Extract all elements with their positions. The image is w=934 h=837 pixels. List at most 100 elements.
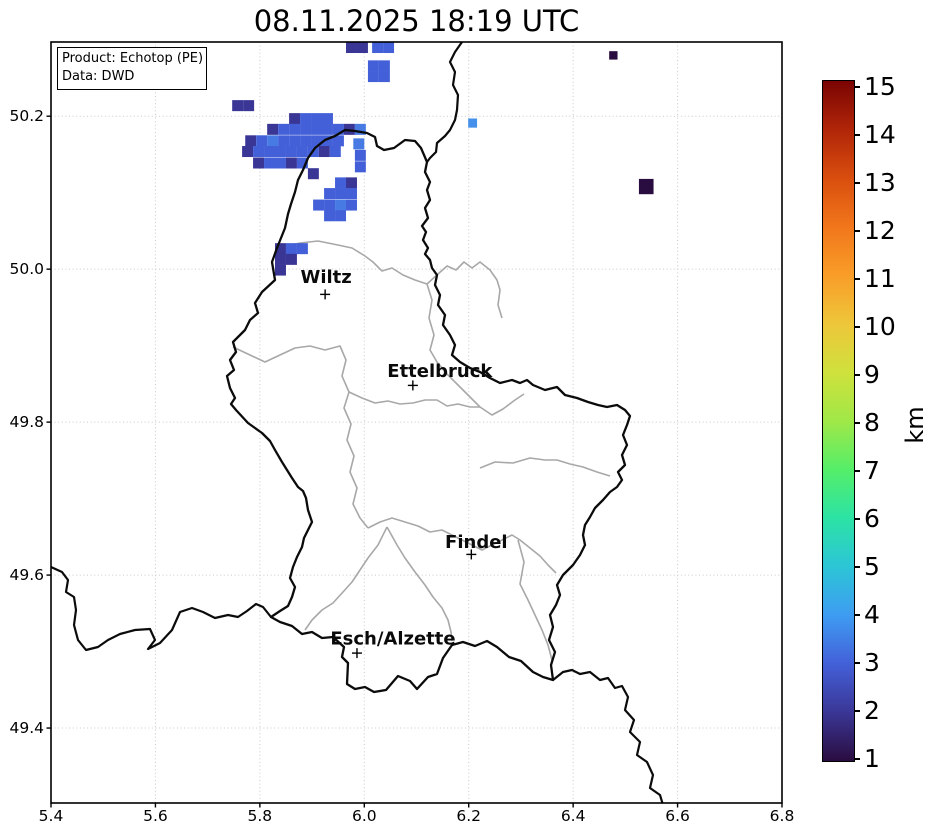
radar-cell — [335, 199, 347, 211]
canton-border — [304, 526, 388, 631]
radar-cell — [285, 253, 297, 265]
radar-cell — [274, 253, 286, 265]
radar-cell — [324, 199, 336, 211]
radar-cell — [332, 135, 344, 147]
radar-cell — [324, 188, 336, 200]
radar-cell — [346, 188, 357, 200]
radar-cell — [353, 138, 365, 150]
radar-cell — [285, 243, 297, 255]
x-tick-label: 6.2 — [456, 807, 482, 825]
colorbar-tick-mark — [855, 278, 860, 280]
radar-cell — [267, 135, 279, 147]
city-label: Esch/Alzette — [330, 629, 455, 650]
luxembourg — [225, 128, 632, 694]
radar-cell — [609, 51, 618, 60]
radar-cell — [638, 178, 654, 195]
radar-cell — [367, 60, 379, 72]
border-north-be-de — [425, 42, 464, 164]
radar-cell — [300, 113, 312, 125]
radar-cell — [311, 135, 322, 147]
radar-cell — [311, 113, 322, 125]
radar-cell — [468, 118, 478, 128]
radar-cell — [296, 146, 308, 158]
canton-border — [386, 526, 453, 642]
colorbar-tick-mark — [855, 182, 860, 184]
colorbar-tick-label: 7 — [864, 456, 880, 485]
colorbar-tick-label: 11 — [864, 264, 896, 293]
figure-title: 08.11.2025 18:19 UTC — [253, 4, 580, 38]
city-label: Ettelbruck — [387, 361, 493, 382]
colorbar-tick-label: 2 — [864, 696, 880, 725]
radar-cell — [289, 123, 301, 135]
radar-cell — [243, 100, 255, 112]
y-tick-label: 50.0 — [9, 260, 44, 279]
radar-cell — [354, 123, 366, 135]
colorbar-tick-mark — [855, 134, 860, 136]
x-tick-label: 5.4 — [38, 807, 64, 825]
colorbar-tick-mark — [855, 662, 860, 664]
colorbar-tick-label: 14 — [864, 120, 896, 149]
colorbar-tick-label: 5 — [864, 552, 880, 581]
colorbar-tick-label: 10 — [864, 312, 896, 341]
colorbar-tick-mark — [855, 710, 860, 712]
y-tick-label: 49.6 — [9, 566, 44, 585]
radar-cell — [324, 210, 336, 222]
canton-border — [479, 457, 611, 477]
radar-cell — [332, 123, 344, 135]
radar-cell — [253, 146, 265, 158]
colorbar-gradient — [822, 80, 855, 762]
radar-cell — [367, 71, 379, 83]
colorbar-tick-label: 12 — [864, 216, 896, 245]
colorbar-tick-mark — [855, 230, 860, 232]
product-info-box: Product: Echotop (PE) Data: DWD — [57, 47, 207, 90]
radar-cell — [245, 135, 257, 147]
colorbar-tick-mark — [855, 422, 860, 424]
radar-cell — [264, 146, 275, 158]
radar-cell — [278, 123, 290, 135]
x-tick-label: 6.4 — [560, 807, 586, 825]
radar-cell — [335, 188, 347, 200]
radar-cell — [274, 243, 286, 255]
radar-cell — [296, 243, 308, 255]
radar-cell — [311, 123, 322, 135]
radar-cell — [300, 123, 312, 135]
radar-cell — [321, 123, 333, 135]
data-source-line: Data: DWD — [62, 69, 135, 84]
radar-cell — [289, 113, 301, 125]
radar-cell — [329, 146, 341, 158]
canton-border — [367, 517, 557, 574]
city-label: Wiltz — [300, 267, 351, 288]
radar-cell — [267, 123, 279, 135]
radar-cell — [335, 210, 347, 222]
colorbar-tick-mark — [855, 374, 860, 376]
x-tick-label: 5.6 — [143, 807, 168, 825]
radar-cell — [321, 135, 333, 147]
canton-border — [426, 261, 503, 319]
colorbar-tick-mark — [855, 326, 860, 328]
colorbar-tick-label: 13 — [864, 168, 896, 197]
colorbar-tick-label: 9 — [864, 360, 880, 389]
radar-cell — [346, 177, 357, 189]
x-tick-label: 5.8 — [247, 807, 273, 825]
radar-cell — [285, 157, 297, 169]
canton-border — [232, 345, 369, 529]
radar-cell — [354, 161, 366, 173]
radar-cell — [378, 71, 390, 83]
radar-cell — [232, 100, 244, 112]
colorbar-tick-mark — [855, 470, 860, 472]
colorbar-unit-label: km — [901, 406, 929, 444]
radar-cell — [296, 157, 308, 169]
colorbar-tick-label: 1 — [864, 744, 880, 773]
canton-border — [517, 539, 553, 661]
radar-cell — [346, 42, 357, 54]
radar-cell — [256, 135, 268, 147]
colorbar-tick-label: 3 — [864, 648, 880, 677]
radar-cell — [253, 157, 265, 169]
x-tick-label: 6.6 — [665, 807, 690, 825]
map-layers — [51, 42, 782, 803]
radar-cell — [321, 113, 333, 125]
colorbar-tick-mark — [855, 566, 860, 568]
border-south-east-fr-de — [551, 668, 664, 803]
colorbar-tick-mark — [855, 518, 860, 520]
radar-cell — [335, 177, 347, 189]
